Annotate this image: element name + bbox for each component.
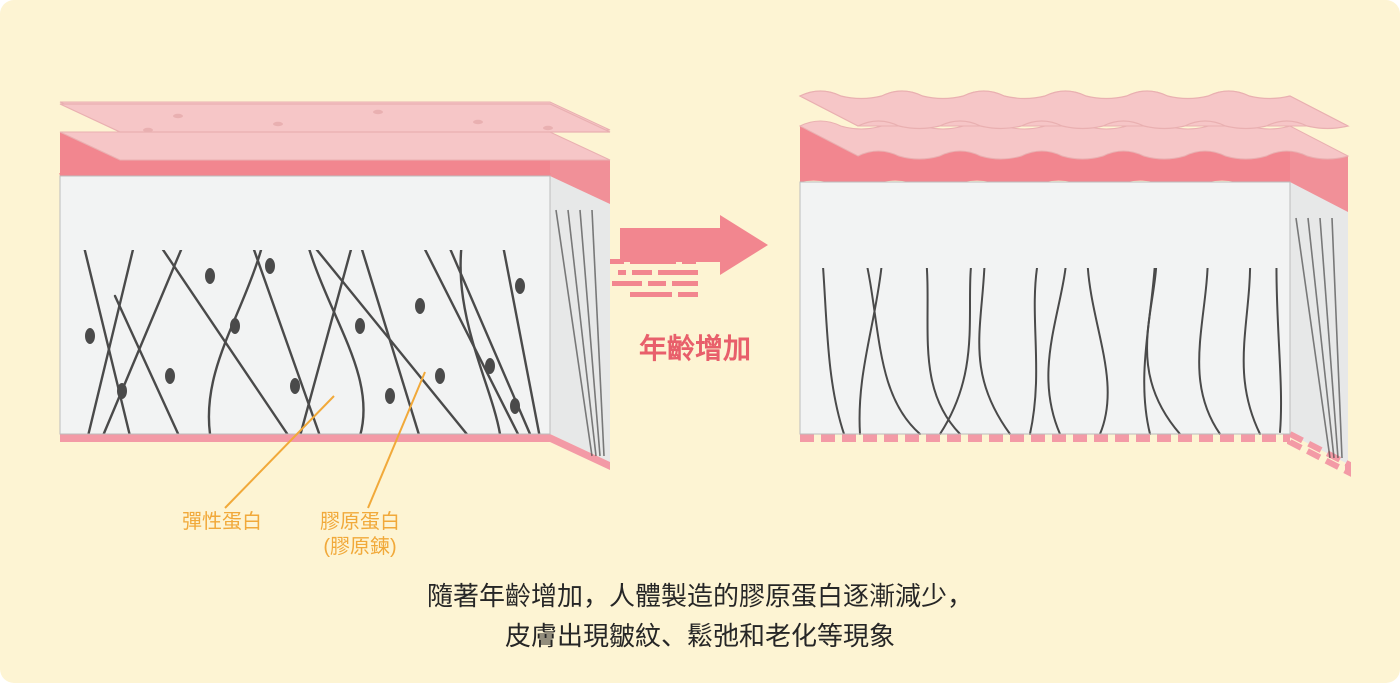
infographic-card: 年齡增加 彈性蛋白 膠原蛋白 (膠原鍊) 隨著年齡增加，人體製造的膠原蛋白逐漸減…: [0, 0, 1400, 683]
elastin-text: 彈性蛋白: [182, 511, 262, 533]
caption-line-2: 皮膚出現皺紋、鬆弛和老化等現象: [505, 621, 895, 651]
collagen-text-2: (膠原鍊): [323, 536, 396, 558]
aging-arrow-label: 年齡增加: [610, 327, 780, 367]
collagen-callout-label: 膠原蛋白 (膠原鍊): [320, 510, 400, 560]
elastin-callout-label: 彈性蛋白: [182, 510, 262, 535]
caption-line-1: 隨著年齡增加，人體製造的膠原蛋白逐漸減少，: [427, 581, 973, 611]
caption-text: 隨著年齡增加，人體製造的膠原蛋白逐漸減少， 皮膚出現皺紋、鬆弛和老化等現象: [0, 576, 1400, 657]
collagen-text-1: 膠原蛋白: [320, 511, 400, 533]
